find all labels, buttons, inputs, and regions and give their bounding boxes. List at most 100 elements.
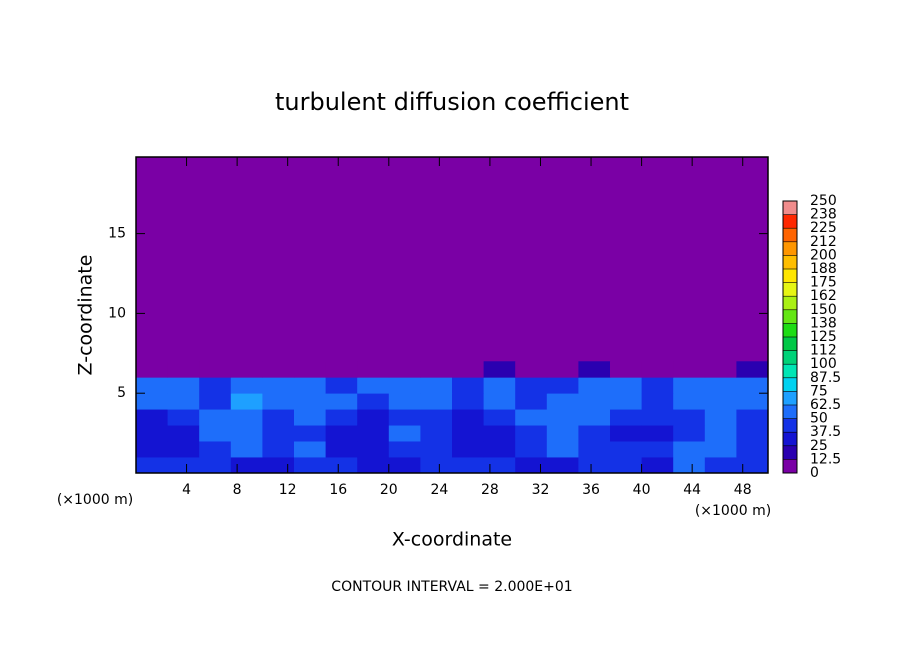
heat-cell [167, 361, 200, 378]
heat-cell [357, 441, 390, 458]
heat-cell [325, 457, 358, 474]
heat-cell [546, 425, 579, 442]
plot-frame [135, 156, 769, 474]
heat-cell [578, 393, 611, 410]
heat-cell [610, 361, 642, 378]
heat-cell [388, 457, 421, 474]
heat-cell [294, 441, 326, 458]
colorbar-segment [783, 377, 797, 392]
heat-cell [483, 377, 516, 394]
footer-note: CONTOUR INTERVAL = 2.000E+01 [331, 579, 572, 595]
heat-cell [357, 409, 390, 426]
x-axis-label: X-coordinate [392, 529, 512, 551]
colorbar-segment [783, 459, 797, 473]
heat-cell [199, 425, 232, 442]
heat-cell [736, 377, 769, 394]
heat-cell [515, 393, 548, 410]
heat-cell [294, 393, 326, 410]
colorbar-segment [783, 269, 797, 283]
x-tick-label: 8 [233, 482, 242, 498]
heat-cell [515, 409, 548, 426]
x-tick-label: 20 [380, 482, 398, 498]
heat-cell [515, 377, 548, 394]
heat-cell [546, 441, 579, 458]
heat-cell [452, 409, 484, 426]
heat-cell [388, 393, 421, 410]
colorbar-segment [783, 309, 797, 324]
heat-cell [483, 393, 516, 410]
heat-cell [420, 361, 453, 378]
heat-cell [673, 377, 706, 394]
heat-cell [230, 457, 263, 474]
heat-cell [546, 457, 579, 474]
heat-cell [199, 361, 232, 378]
heat-cell [673, 409, 706, 426]
heat-cell [483, 361, 516, 378]
heat-cell [262, 457, 295, 474]
heat-cell [388, 377, 421, 394]
x-tick-label: 28 [481, 482, 499, 498]
heat-cell [578, 361, 611, 378]
colorbar-label: 250 [810, 193, 837, 209]
colorbar-label: 0 [810, 465, 819, 481]
colorbar-segment [783, 445, 797, 460]
heat-cell [452, 457, 484, 474]
heat-cell [136, 361, 168, 378]
heat-cell [483, 457, 516, 474]
heat-cell [420, 425, 453, 442]
colorbar-label: 150 [810, 302, 837, 318]
heat-cell [452, 425, 484, 442]
heat-cell [167, 377, 200, 394]
colorbar-segment [783, 201, 797, 215]
colorbar-label: 87.5 [810, 370, 841, 386]
heat-cell [136, 457, 168, 474]
heat-cell [641, 425, 674, 442]
heat-cell [546, 409, 579, 426]
chart-title: turbulent diffusion coefficient [275, 88, 629, 116]
colorbar-label: 100 [810, 356, 837, 372]
heat-cell [294, 377, 326, 394]
heat-cell [736, 393, 769, 410]
heat-cell [452, 441, 484, 458]
heat-cell [515, 425, 548, 442]
colorbar-label: 200 [810, 247, 837, 263]
colorbar-label: 75 [810, 383, 828, 399]
heat-cell [230, 361, 263, 378]
heat-cell [546, 361, 579, 378]
heat-cell [357, 377, 390, 394]
heat-cell [294, 425, 326, 442]
heat-cell [578, 425, 611, 442]
colorbar-segment [783, 432, 797, 446]
heat-cell [230, 425, 263, 442]
heat-cell [641, 441, 674, 458]
heat-cell [641, 409, 674, 426]
colorbar-segment [783, 350, 797, 365]
colorbar-segment [783, 323, 797, 337]
heat-cell [704, 361, 737, 378]
heat-cell [357, 393, 390, 410]
colorbar-label: 238 [810, 207, 837, 223]
x-tick-label: 16 [329, 482, 347, 498]
heat-cell [578, 441, 611, 458]
heat-cell [262, 393, 295, 410]
colorbar-segment [783, 241, 797, 256]
heat-cell [452, 361, 484, 378]
heat-cell [388, 361, 421, 378]
heat-cell [294, 361, 326, 378]
y-tick-label: 15 [108, 226, 126, 242]
heat-cell [673, 457, 706, 474]
heat-cell [388, 425, 421, 442]
colorbar-segment [783, 296, 797, 310]
x-tick-label: 44 [683, 482, 701, 498]
heat-cell [199, 457, 232, 474]
x-tick-label: 48 [734, 482, 752, 498]
x-tick-label: 24 [430, 482, 448, 498]
colorbar-segment [783, 337, 797, 351]
heat-cell [673, 361, 706, 378]
colorbar-label: 175 [810, 275, 837, 291]
colorbar-label: 62.5 [810, 397, 841, 413]
heat-cell [199, 441, 232, 458]
heat-cell [230, 441, 263, 458]
heat-cell [704, 425, 737, 442]
heat-cell [420, 377, 453, 394]
